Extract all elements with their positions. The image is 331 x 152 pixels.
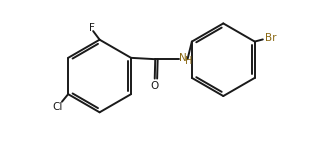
Text: O: O (151, 81, 159, 91)
Text: Br: Br (265, 33, 276, 43)
Text: Cl: Cl (52, 102, 63, 112)
Text: F: F (89, 23, 94, 33)
Text: N: N (179, 53, 187, 63)
Text: H: H (185, 56, 192, 66)
